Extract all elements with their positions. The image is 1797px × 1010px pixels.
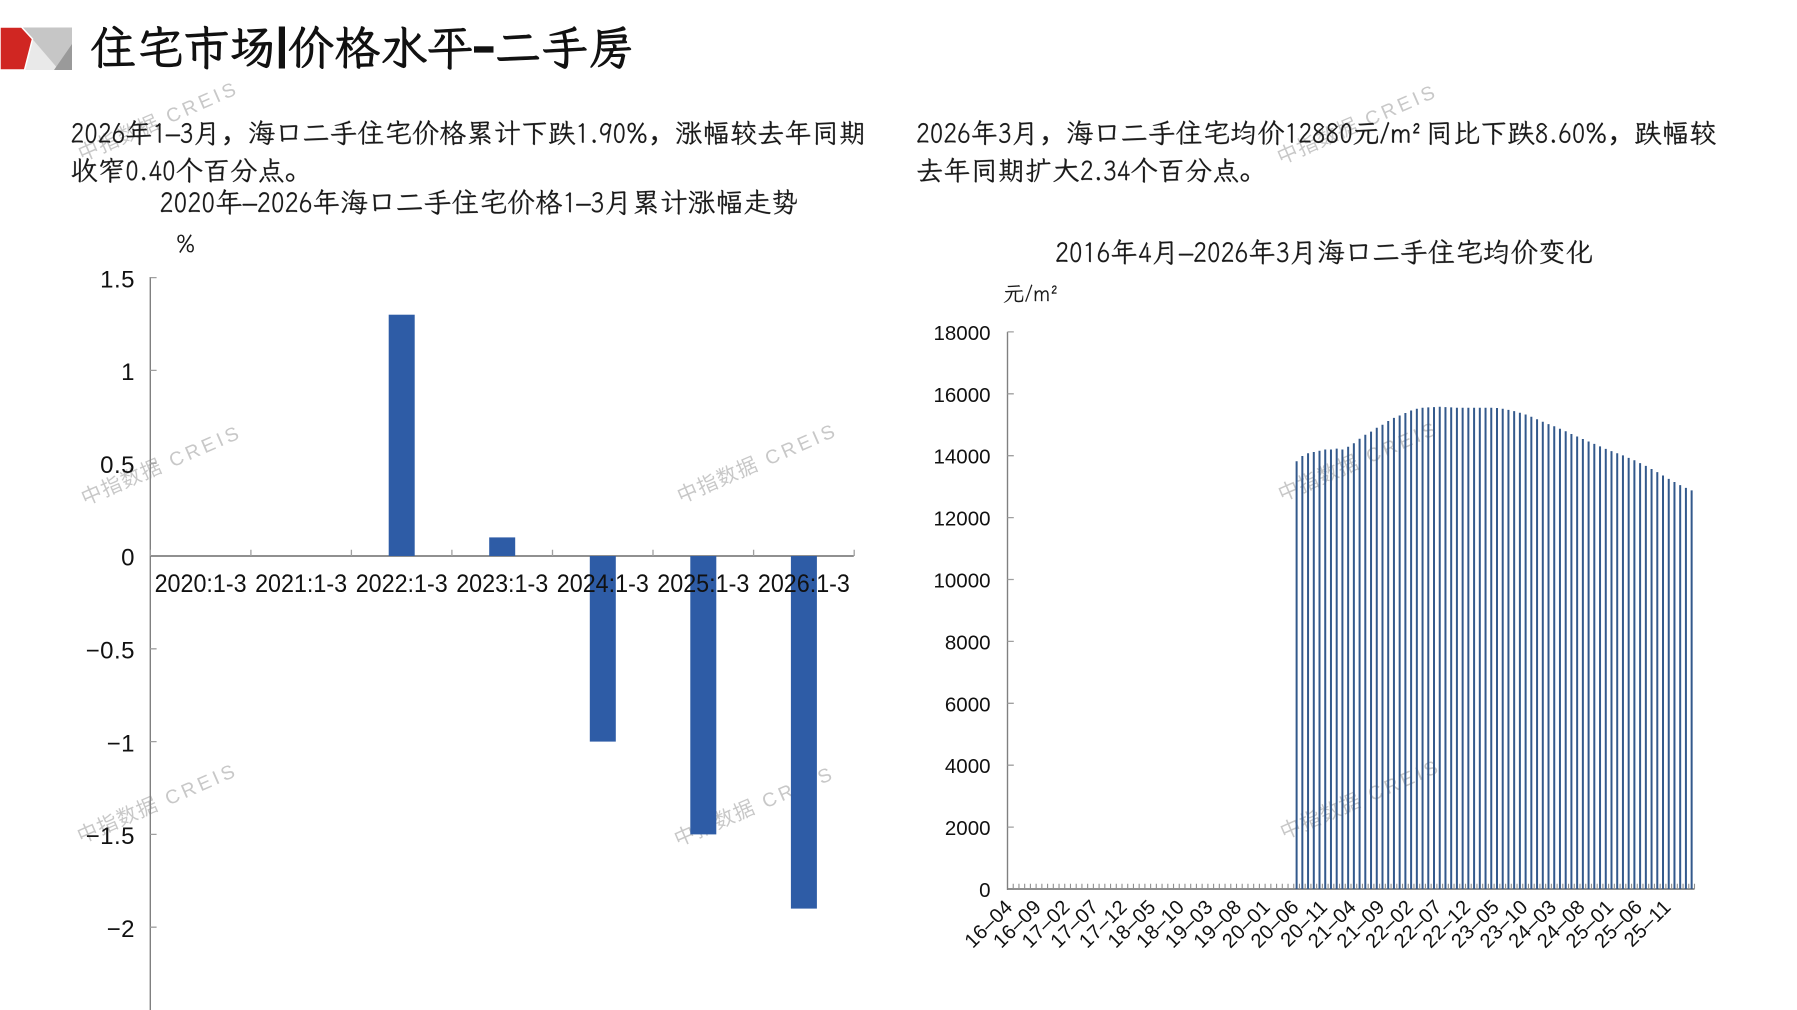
svg-text:1: 1 xyxy=(121,359,135,386)
svg-text:2020:1-3: 2020:1-3 xyxy=(155,570,247,598)
svg-text:−0.5: −0.5 xyxy=(86,638,135,665)
svg-text:−2: −2 xyxy=(107,916,135,943)
svg-text:CREIS: CREIS xyxy=(166,421,245,472)
svg-text:CREIS: CREIS xyxy=(1362,80,1441,131)
svg-text:16000: 16000 xyxy=(933,384,990,407)
svg-text:10000: 10000 xyxy=(933,570,990,593)
svg-text:−1: −1 xyxy=(107,730,135,757)
svg-text:1.5: 1.5 xyxy=(100,266,135,293)
svg-text:8000: 8000 xyxy=(945,631,991,654)
svg-text:2025:1-3: 2025:1-3 xyxy=(657,570,749,598)
svg-text:CREIS: CREIS xyxy=(163,77,242,128)
svg-text:6000: 6000 xyxy=(945,693,991,716)
svg-text:CREIS: CREIS xyxy=(1363,417,1442,468)
svg-text:14000: 14000 xyxy=(933,446,990,469)
svg-text:2026:1-3: 2026:1-3 xyxy=(758,570,850,598)
svg-text:4000: 4000 xyxy=(945,755,991,778)
svg-text:2022:1-3: 2022:1-3 xyxy=(356,570,448,598)
svg-text:2000: 2000 xyxy=(945,817,991,840)
svg-text:−1.5: −1.5 xyxy=(86,823,135,850)
svg-text:CREIS: CREIS xyxy=(162,759,241,810)
svg-text:CREIS: CREIS xyxy=(762,419,841,470)
svg-text:2024:1-3: 2024:1-3 xyxy=(557,570,649,598)
svg-text:0: 0 xyxy=(979,879,990,902)
svg-text:18000: 18000 xyxy=(933,322,990,345)
svg-text:2023:1-3: 2023:1-3 xyxy=(456,570,548,598)
svg-text:0: 0 xyxy=(121,545,135,572)
svg-text:12000: 12000 xyxy=(933,508,990,531)
svg-text:0.5: 0.5 xyxy=(100,452,135,479)
svg-text:2021:1-3: 2021:1-3 xyxy=(255,570,347,598)
